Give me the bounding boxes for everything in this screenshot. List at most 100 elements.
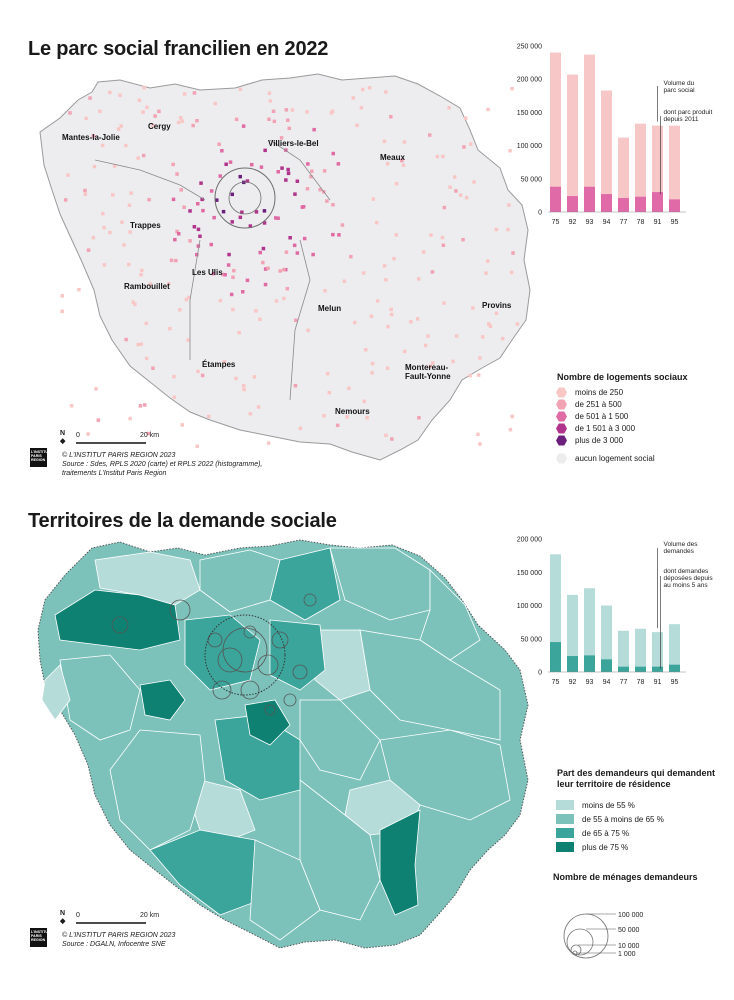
x-tick-label: 92 [569, 219, 577, 226]
housing-dot [276, 170, 280, 174]
bar-total [635, 628, 646, 672]
housing-dot [91, 134, 96, 138]
housing-dot [295, 179, 300, 183]
housing-dot [88, 96, 92, 100]
housing-dot [200, 197, 204, 202]
territory-polygon [41, 664, 71, 721]
city-label: Villiers-le-Bel [268, 139, 319, 148]
legend1-item: de 1 501 à 3 000 [556, 423, 635, 434]
housing-dot [84, 116, 88, 121]
housing-dot [102, 263, 107, 267]
housing-dot [224, 162, 228, 166]
housing-dot [250, 162, 254, 167]
x-tick-label: 91 [654, 679, 662, 686]
housing-dot [441, 154, 445, 159]
housing-dot [227, 252, 231, 257]
territory-polygon [244, 699, 291, 746]
demand-circle [240, 680, 260, 700]
housing-dot [232, 268, 236, 273]
housing-dot [230, 192, 234, 197]
housing-dot [508, 427, 513, 432]
housing-dot [325, 199, 329, 203]
housing-dot [340, 223, 345, 227]
legend1-item: moins de 250 [556, 387, 623, 398]
housing-dot [259, 165, 264, 169]
housing-dot [69, 404, 74, 408]
housing-dot [441, 243, 446, 247]
housing-dot [375, 299, 380, 303]
housing-dot [263, 148, 267, 153]
x-tick-label: 78 [637, 219, 645, 226]
circle-size-legend: 100 000 50 000 10 000 1 000 [563, 912, 643, 959]
housing-dot [213, 101, 218, 106]
housing-dot [234, 376, 238, 381]
housing-dot [254, 210, 259, 214]
housing-dot [309, 174, 313, 179]
housing-dot [139, 342, 143, 346]
y-tick-label: 200 000 [517, 537, 542, 544]
housing-dot [142, 85, 146, 90]
hex-swatch [556, 423, 567, 434]
scale-bar-1 [76, 442, 146, 444]
housing-dot [284, 267, 288, 272]
housing-dot [122, 243, 126, 247]
bar-total [567, 74, 578, 212]
petite-couronne-outline [204, 614, 286, 696]
demand-circle [257, 654, 279, 676]
housing-dot [347, 386, 351, 390]
bar-total [550, 52, 561, 212]
institut-logo-1: L'INSTITUT PARIS REGION [30, 448, 50, 467]
housing-dot [77, 287, 81, 292]
housing-dot [231, 275, 235, 279]
housing-dot [359, 106, 364, 110]
housing-dot [83, 192, 88, 197]
housing-dot [351, 96, 355, 100]
bar-recent [567, 196, 578, 212]
housing-dot [228, 160, 233, 164]
housing-dot [262, 209, 267, 213]
scale1-dist: 20 km [140, 432, 160, 439]
housing-dot [101, 211, 105, 216]
housing-dot [471, 306, 475, 310]
housing-dot [280, 166, 284, 170]
housing-dot [140, 268, 144, 273]
housing-dot [511, 251, 515, 255]
housing-dot [179, 188, 183, 192]
y-tick-label: 100 000 [517, 143, 542, 150]
housing-dot [124, 143, 128, 148]
x-tick-label: 95 [671, 219, 679, 226]
housing-dot [191, 123, 195, 128]
bar-total [550, 554, 561, 672]
housing-dot [178, 116, 183, 120]
housing-dot [108, 90, 112, 95]
housing-dot [311, 252, 315, 257]
housing-dot [286, 118, 290, 122]
housing-dot [478, 442, 482, 446]
y-tick-label: 150 000 [517, 110, 542, 117]
chart-annotation: Volume des [664, 541, 699, 548]
housing-dot [262, 221, 267, 225]
bar-total [669, 125, 680, 212]
housing-dot [146, 431, 151, 436]
bar-recent [618, 666, 629, 672]
housing-dot [237, 330, 241, 335]
bar-recent [669, 199, 680, 212]
x-tick-label: 94 [603, 679, 611, 686]
housing-dot [329, 111, 334, 115]
housing-dot [226, 263, 231, 267]
housing-dot [510, 86, 514, 91]
territory-polygon [269, 547, 341, 621]
housing-dot [472, 180, 476, 184]
x-tick-label: 92 [569, 679, 577, 686]
housing-dot [342, 279, 347, 283]
housing-dot [371, 197, 376, 201]
bar-recent [635, 196, 646, 212]
housing-dot [274, 216, 278, 220]
housing-dot [266, 266, 270, 270]
x-tick-label: 78 [637, 679, 645, 686]
x-tick-label: 93 [586, 679, 594, 686]
ile-de-france-outline [39, 73, 531, 461]
city-label: Étampes [202, 360, 236, 369]
chart-parc-social: 0 50 000 100 000 150 000 200 000 250 000 75 92 9… [517, 44, 713, 227]
